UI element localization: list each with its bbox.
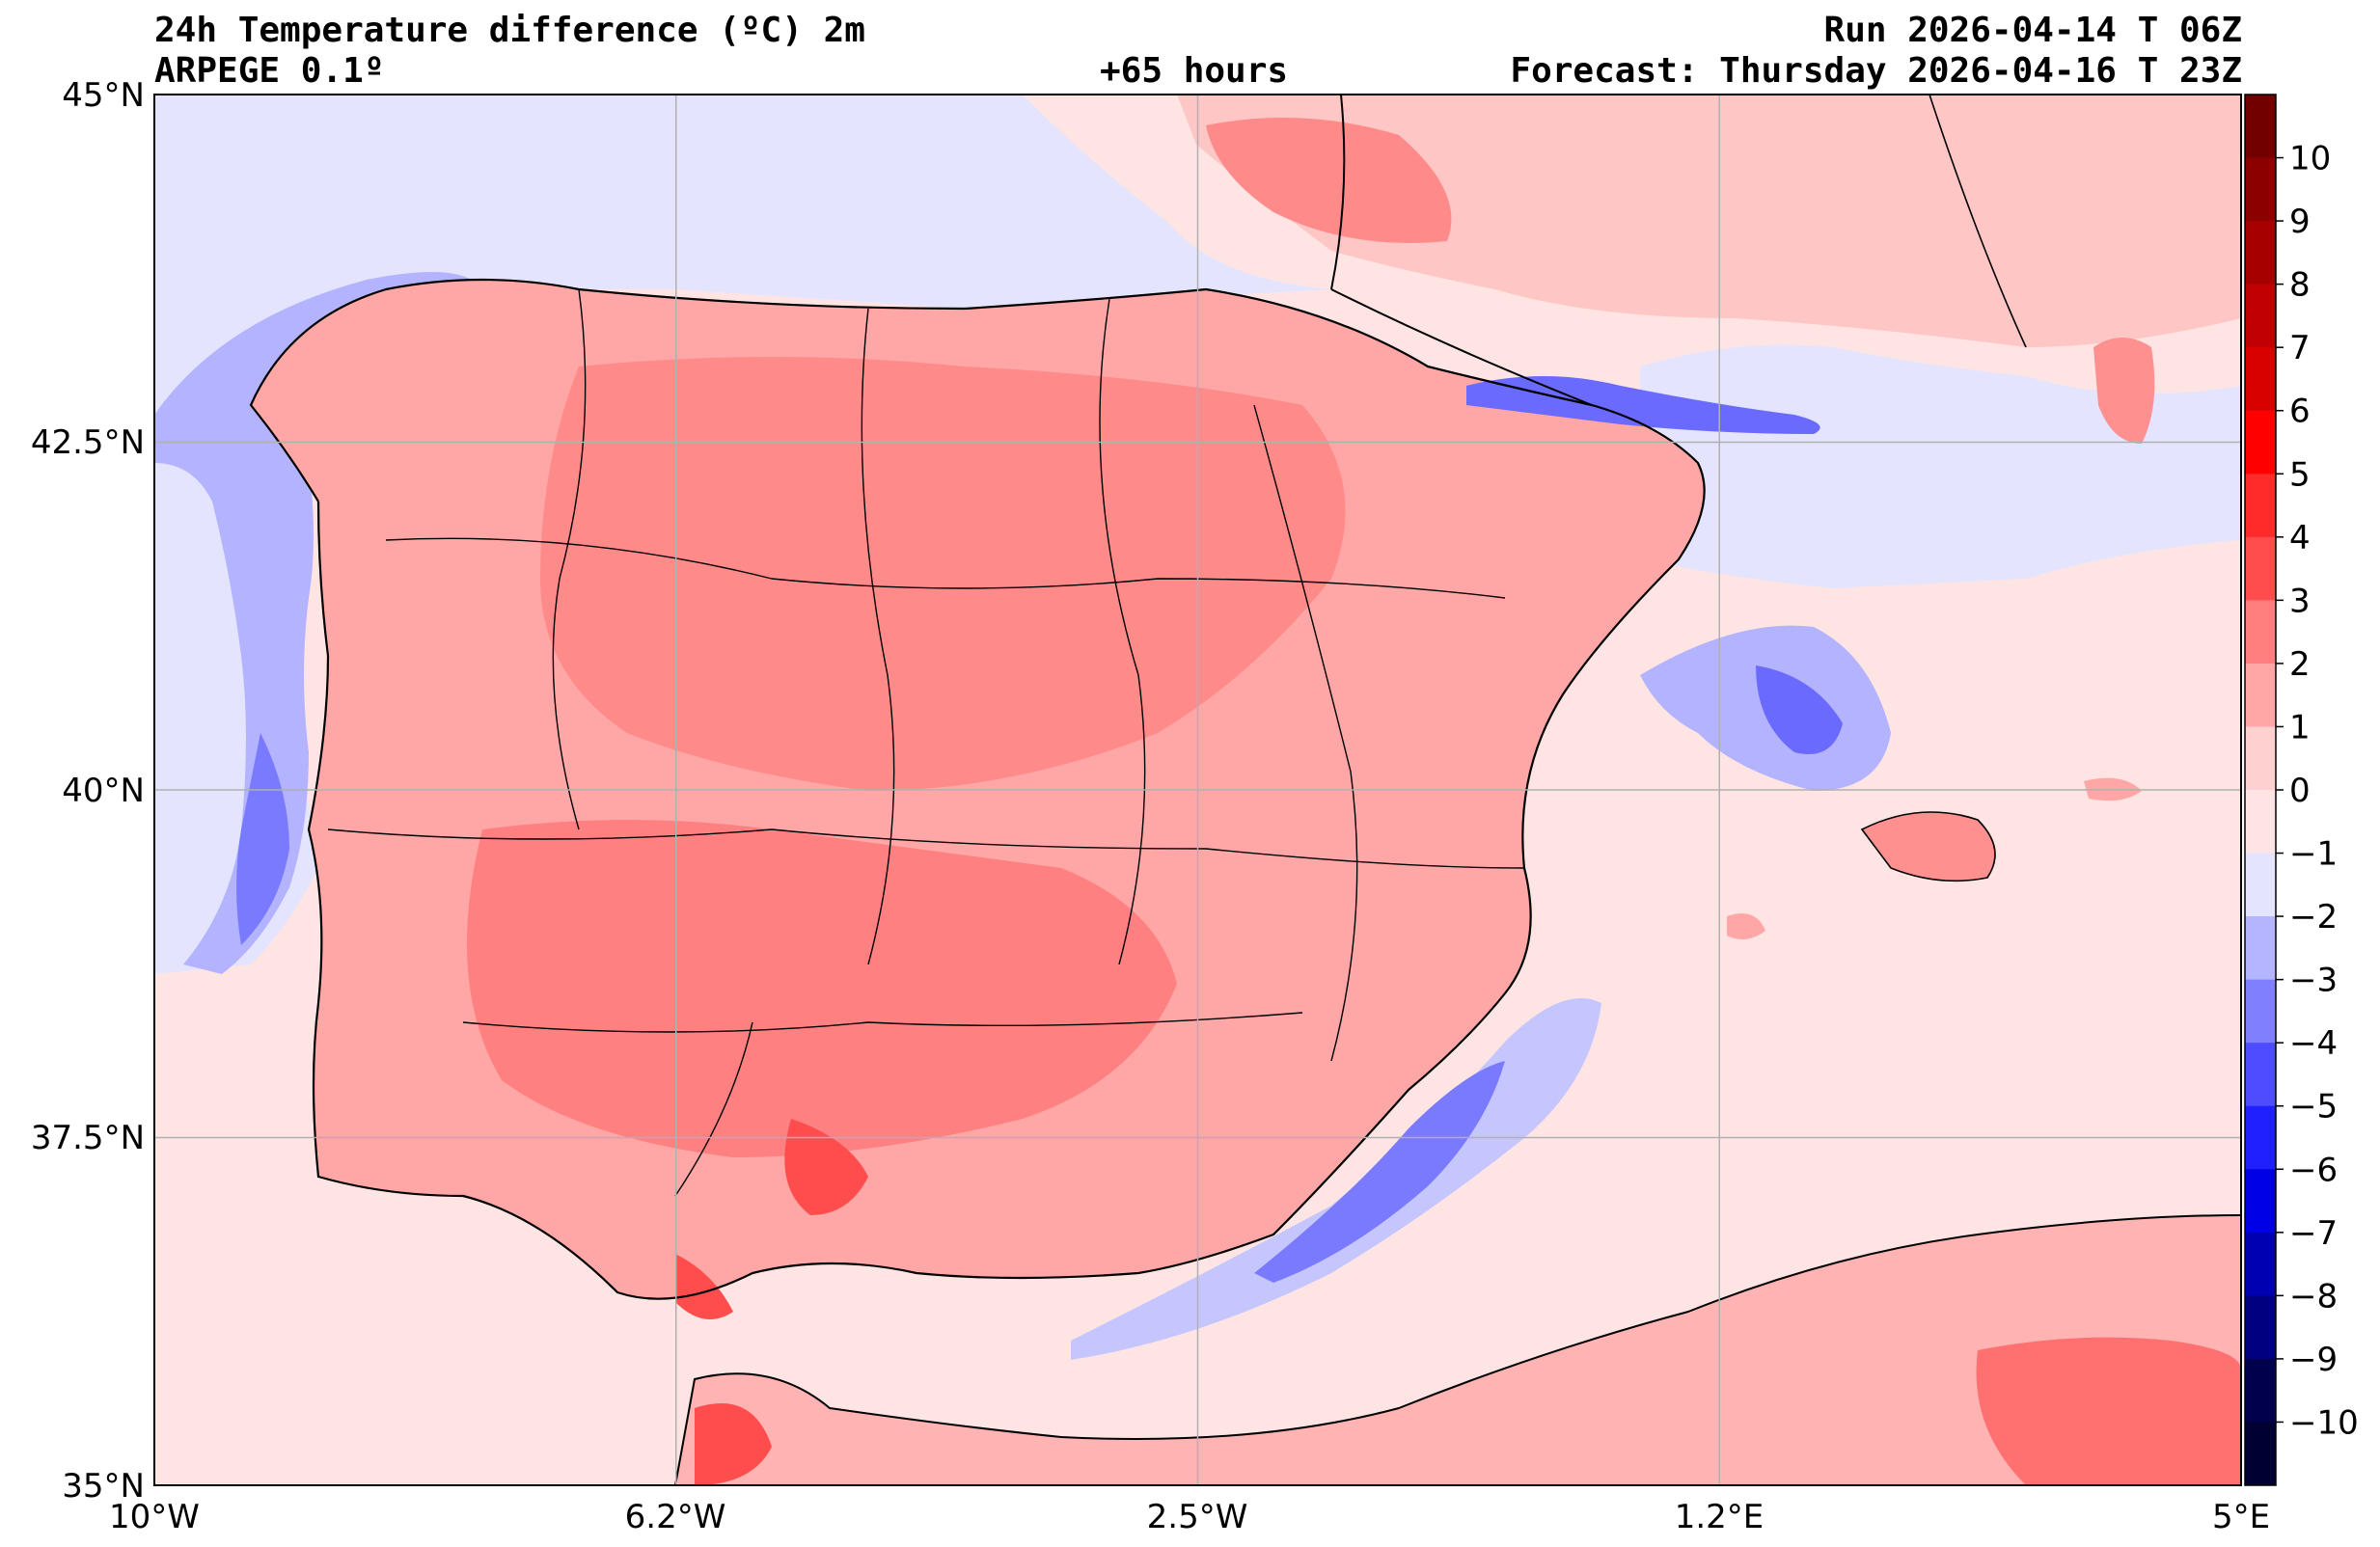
colorbar-segment [2245, 600, 2276, 665]
colorbar-segment [2245, 1232, 2276, 1296]
cold-coastal-band-atlantic [154, 272, 482, 974]
warm-patch-east-coast [2093, 338, 2155, 444]
mallorca-coastline [1860, 811, 1996, 882]
france-internal-border [1929, 95, 2027, 348]
lat-tick-label: 45°N [62, 76, 145, 115]
colorbar-segment [2245, 410, 2276, 475]
colorbar-tick-label: −7 [2289, 1214, 2338, 1253]
colorbar-tick-label: −3 [2289, 962, 2338, 1000]
map-plot-area [154, 95, 2241, 1485]
warm-zone-north-plateau [540, 357, 1346, 791]
cold-core-southeast [1254, 1061, 1505, 1283]
colorbar-tick-label: −2 [2289, 898, 2338, 936]
balearic-ibiza [1727, 913, 1765, 939]
colorbar-tick-label: −9 [2289, 1341, 2338, 1379]
lat-tick-label: 37.5°N [31, 1119, 145, 1157]
colorbar-segment [2245, 1422, 2276, 1486]
map-frame [153, 94, 2242, 1486]
lat-axis: 45°N 42.5°N 40°N 37.5°N 35°N [31, 76, 145, 1506]
colorbar-tick-label: 4 [2289, 519, 2311, 557]
map-title: 24h Temperature difference (ºC) 2m [154, 11, 865, 50]
colorbar-tick-label: 9 [2289, 203, 2311, 241]
colorbar-tick-label: 2 [2289, 645, 2311, 684]
colorbar-segment [2245, 536, 2276, 601]
cold-sea-area-gulf [1640, 344, 2241, 588]
colorbar-segment [2245, 726, 2276, 791]
north-africa-warm-core-west [695, 1403, 772, 1485]
colorbar-segment [2245, 1295, 2276, 1360]
colorbar-tick-label: −10 [2289, 1403, 2359, 1442]
colorbar-tick-label: −6 [2289, 1151, 2338, 1189]
colorbar [2244, 94, 2284, 1486]
lon-tick-label: 6.2°W [625, 1498, 726, 1536]
colorbar-segment [2245, 95, 2276, 159]
iberia-coastline [249, 278, 1706, 1300]
colorbar-tick-label: 0 [2289, 772, 2311, 810]
colorbar-segment [2245, 853, 2276, 917]
colorbar-tick-label: 6 [2289, 393, 2311, 431]
lon-tick-label: 1.2°E [1675, 1498, 1764, 1536]
colorbar-tick-label: −4 [2289, 1024, 2338, 1063]
colorbar-segment [2245, 979, 2276, 1044]
pyrenees-border [1330, 288, 1593, 406]
province-borders [327, 288, 1525, 1197]
france-warm-core-west [1206, 118, 1452, 243]
colorbar-segment [2245, 790, 2276, 855]
warm-zone-south-plateau [467, 820, 1177, 1157]
cold-core-balearic-north [1756, 665, 1843, 754]
colorbar-tick-label: −5 [2289, 1088, 2338, 1126]
colorbar-segment [2245, 157, 2276, 222]
colorbar-segment [2245, 347, 2276, 412]
run-label: Run 2026-04-14 T 06Z [1823, 11, 2242, 50]
colorbar-segment [2245, 1105, 2276, 1170]
colorbar-segment [2245, 663, 2276, 727]
forecast-label: Forecast: Thursday 2026-04-16 T 23Z [1510, 51, 2242, 91]
balearic-mallorca [1862, 812, 1995, 882]
warm-core-strait [675, 1254, 733, 1319]
colorbar-tick-label: 8 [2289, 266, 2311, 305]
lat-tick-label: 35°N [62, 1467, 145, 1506]
map-gridlines [154, 95, 2241, 1485]
colorbar-segment [2245, 1358, 2276, 1423]
colorbar-segment [2245, 1043, 2276, 1107]
lon-axis: 10°W 6.2°W 2.5°W 1.2°E 5°E [109, 1498, 2270, 1536]
lon-tick-label: 5°E [2212, 1498, 2270, 1536]
france-warm-area [1177, 95, 2241, 347]
lat-tick-label: 40°N [62, 772, 145, 810]
colorbar-tick-label: 1 [2289, 708, 2311, 746]
north-africa-coastline [674, 1214, 2241, 1485]
colorbar-segment [2245, 1169, 2276, 1234]
model-label: ARPEGE 0.1º [154, 51, 385, 91]
france-spain-border-west [1330, 95, 1346, 290]
colorbar-tick-label: 5 [2289, 455, 2311, 494]
colorbar-segment [2245, 284, 2276, 348]
colorbar-tick-label: 3 [2289, 582, 2311, 620]
lon-tick-label: 2.5°W [1147, 1498, 1248, 1536]
colorbar-segment [2245, 221, 2276, 285]
north-africa-warm-core-east [1976, 1337, 2241, 1485]
colorbar-tick-label: −1 [2289, 835, 2338, 874]
lat-tick-label: 42.5°N [31, 423, 145, 462]
colorbar-segment [2245, 916, 2276, 981]
colorbar-tick-label: 10 [2289, 140, 2331, 178]
colorbar-segment [2245, 474, 2276, 538]
lon-tick-label: 10°W [109, 1498, 200, 1536]
warm-core-andalusia [784, 1119, 868, 1215]
lead-time-label: +65 hours [1100, 51, 1289, 91]
colorbar-tick-label: 7 [2289, 329, 2311, 367]
north-africa-warm-area [675, 1215, 2241, 1485]
cold-core-portugal-coast [236, 733, 289, 945]
colorbar-tick-label: −8 [2289, 1277, 2338, 1316]
